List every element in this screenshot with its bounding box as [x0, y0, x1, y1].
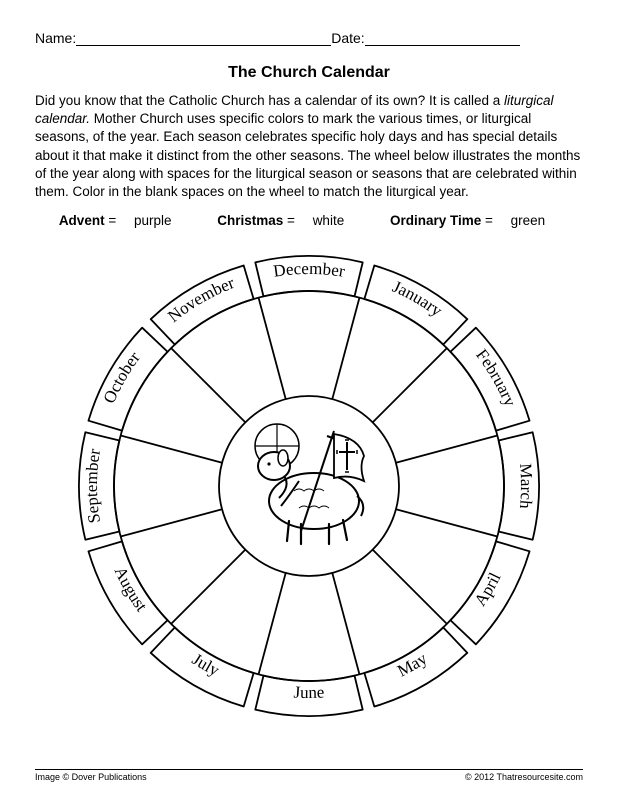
footer-right: © 2012 Thatresourcesite.com: [465, 772, 583, 782]
para-text-1: Did you know that the Catholic Church ha…: [35, 93, 504, 108]
wheel-svg: JanuaryFebruaryMarchAprilMayJuneJulyAugu…: [69, 246, 549, 726]
page-title: The Church Calendar: [35, 64, 583, 82]
footer-left: Image © Dover Publications: [35, 772, 147, 782]
month-label: June: [293, 683, 325, 703]
legend-christmas: Christmas = white: [217, 213, 358, 228]
date-field[interactable]: Date:: [331, 30, 519, 46]
wheel-spoke: [259, 298, 286, 399]
legend-advent: Advent = purple: [59, 213, 186, 228]
date-label: Date:: [331, 30, 364, 46]
wheel-spoke: [121, 436, 222, 463]
name-underline[interactable]: [76, 32, 331, 46]
wheel-spoke: [121, 510, 222, 537]
wheel-spoke: [373, 550, 447, 624]
wheel-spoke: [396, 510, 497, 537]
wheel-spoke: [332, 573, 359, 674]
calendar-wheel: JanuaryFebruaryMarchAprilMayJuneJulyAugu…: [69, 246, 549, 726]
date-underline[interactable]: [365, 32, 520, 46]
wheel-spoke: [171, 550, 245, 624]
wheel-spoke: [373, 348, 447, 422]
wheel-spoke: [171, 348, 245, 422]
intro-paragraph: Did you know that the Catholic Church ha…: [35, 92, 583, 201]
para-text-2: Mother Church uses specific colors to ma…: [35, 111, 580, 199]
wheel-spoke: [396, 436, 497, 463]
footer: Image © Dover Publications © 2012 Thatre…: [35, 769, 583, 782]
color-legend: Advent = purple Christmas = white Ordina…: [35, 213, 583, 228]
month-label: September: [82, 447, 104, 524]
name-field[interactable]: Name:: [35, 30, 331, 46]
legend-ordinary: Ordinary Time = green: [390, 213, 559, 228]
wheel-spoke: [332, 298, 359, 399]
header-fields: Name: Date:: [35, 30, 583, 46]
name-label: Name:: [35, 30, 76, 46]
wheel-spoke: [259, 573, 286, 674]
